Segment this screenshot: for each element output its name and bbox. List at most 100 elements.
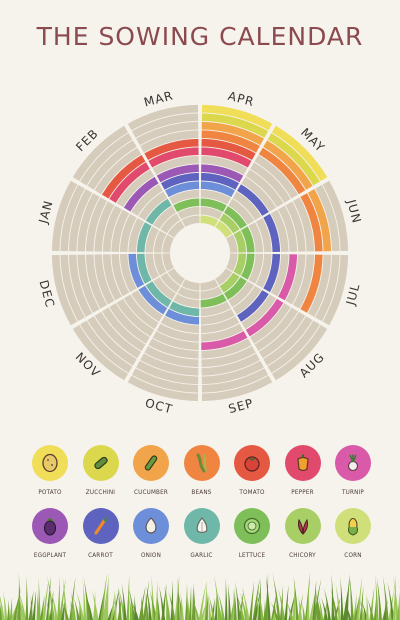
potato-icon <box>42 453 58 473</box>
empty-arc <box>109 303 150 344</box>
empty-arc <box>102 205 122 252</box>
empty-arc <box>94 311 142 359</box>
lettuce-icon <box>243 517 261 535</box>
legend-swatch-lettuce <box>234 508 270 544</box>
corn-icon <box>348 517 358 536</box>
sowing-arc-cucumber-jun <box>307 189 332 252</box>
empty-arc <box>181 215 200 227</box>
empty-arc <box>169 189 200 205</box>
legend-item-lettuce: LETTUCE <box>224 508 280 559</box>
sowing-arc-beans-may <box>258 147 306 195</box>
empty-arc <box>285 201 306 252</box>
empty-arc <box>285 254 306 305</box>
legend-swatch-potato <box>32 445 68 481</box>
empty-arc <box>200 301 231 317</box>
empty-arc <box>138 191 168 221</box>
sowing-arc-cucumber-may <box>263 140 313 190</box>
page-title: THE SOWING CALENDAR <box>36 22 364 51</box>
legend-label-pepper: PEPPER <box>291 489 314 496</box>
empty-arc <box>140 130 199 153</box>
sowing-arc-onion-oct <box>165 308 200 325</box>
empty-arc <box>201 345 256 368</box>
empty-arc <box>255 218 272 253</box>
empty-arc <box>153 230 167 253</box>
empty-arc <box>232 285 262 315</box>
sowing-arc-cucumber-apr <box>201 121 264 146</box>
empty-arc <box>102 254 122 301</box>
legend-swatch-pepper <box>284 445 321 481</box>
empty-arc <box>77 254 100 313</box>
cucumber-icon <box>144 455 158 471</box>
sowing-arc-carrot-jun <box>263 213 281 252</box>
legend-label-zucchini: ZUCCHINI <box>85 489 116 496</box>
empty-arc <box>181 279 200 291</box>
sowing-arc-carrot-apr <box>201 172 240 190</box>
legend-label-turnip: TURNIP <box>341 489 365 496</box>
legend-item-garlic: GARLIC <box>174 508 230 559</box>
empty-arc <box>162 234 174 253</box>
empty-arc <box>87 316 137 366</box>
legend-label-garlic: GARLIC <box>190 552 213 559</box>
empty-arc <box>153 277 176 300</box>
empty-arc <box>292 254 315 309</box>
empty-arc <box>153 206 176 229</box>
empty-arc <box>263 316 313 366</box>
empty-arc <box>111 254 130 297</box>
legend-item-carrot: CARROT <box>73 508 129 559</box>
empty-arc <box>131 368 199 393</box>
eggplant-icon <box>43 517 57 536</box>
sowing-arc-potato-apr <box>201 104 273 131</box>
empty-arc <box>80 133 133 186</box>
empty-arc <box>160 316 199 334</box>
legend-item-turnip: TURNIP <box>325 445 381 496</box>
sowing-arc-garlic-feb <box>145 198 172 225</box>
sowing-arc-turnip-sep <box>201 331 248 351</box>
legend-item-potato: POTATO <box>22 445 78 496</box>
legend-item-eggplant: EGGPLANT <box>22 508 78 559</box>
empty-arc <box>322 180 349 252</box>
month-label-dec: DEC <box>36 279 57 310</box>
empty-arc <box>72 125 129 182</box>
sowing-arc-chicory-aug <box>219 272 240 293</box>
empty-arc <box>201 316 240 334</box>
legend-swatch-tomato <box>234 445 270 481</box>
empty-arc <box>94 254 115 305</box>
empty-arc <box>160 213 181 234</box>
empty-arc <box>201 323 244 342</box>
legend-swatch-cucumber <box>133 445 169 481</box>
empty-arc <box>200 206 223 220</box>
empty-arc <box>51 254 78 326</box>
sowing-arc-corn-apr <box>200 215 219 227</box>
empty-arc <box>51 180 78 252</box>
month-label-jan: JAN <box>36 199 56 226</box>
sowing-arc-beans-apr <box>201 130 260 153</box>
empty-arc <box>60 254 85 322</box>
sowing-arc-zucchini-apr <box>201 113 269 138</box>
empty-arc <box>80 320 133 373</box>
empty-arc <box>116 169 155 208</box>
empty-arc <box>85 197 108 252</box>
sowing-arc-garlic-jan <box>136 222 152 253</box>
legend-swatch-beans <box>183 445 220 481</box>
empty-arc <box>201 155 248 175</box>
sowing-arc-lettuce-jul <box>241 253 255 280</box>
sowing-arc-lettuce-aug <box>224 277 247 300</box>
empty-arc <box>250 162 291 203</box>
empty-arc <box>85 254 108 309</box>
legend-label-cucumber: CUCUMBER <box>133 489 169 496</box>
legend-swatch-chicory <box>284 508 321 544</box>
sowing-arc-tomato-apr <box>201 138 256 161</box>
month-label-oct: OCT <box>144 396 175 417</box>
sowing-arc-lettuce-jun <box>241 226 255 253</box>
empty-arc <box>111 209 130 252</box>
empty-arc <box>140 353 199 376</box>
empty-arc <box>200 279 219 291</box>
sowing-arc-beans-jun <box>300 193 323 252</box>
sowing-arc-onion-dec <box>128 253 145 288</box>
legend-swatch-corn <box>335 508 371 544</box>
legend-swatch-eggplant <box>32 508 68 544</box>
turnip-icon <box>347 454 359 472</box>
sowing-arc-garlic-nov <box>145 281 172 308</box>
empty-arc <box>177 206 200 220</box>
